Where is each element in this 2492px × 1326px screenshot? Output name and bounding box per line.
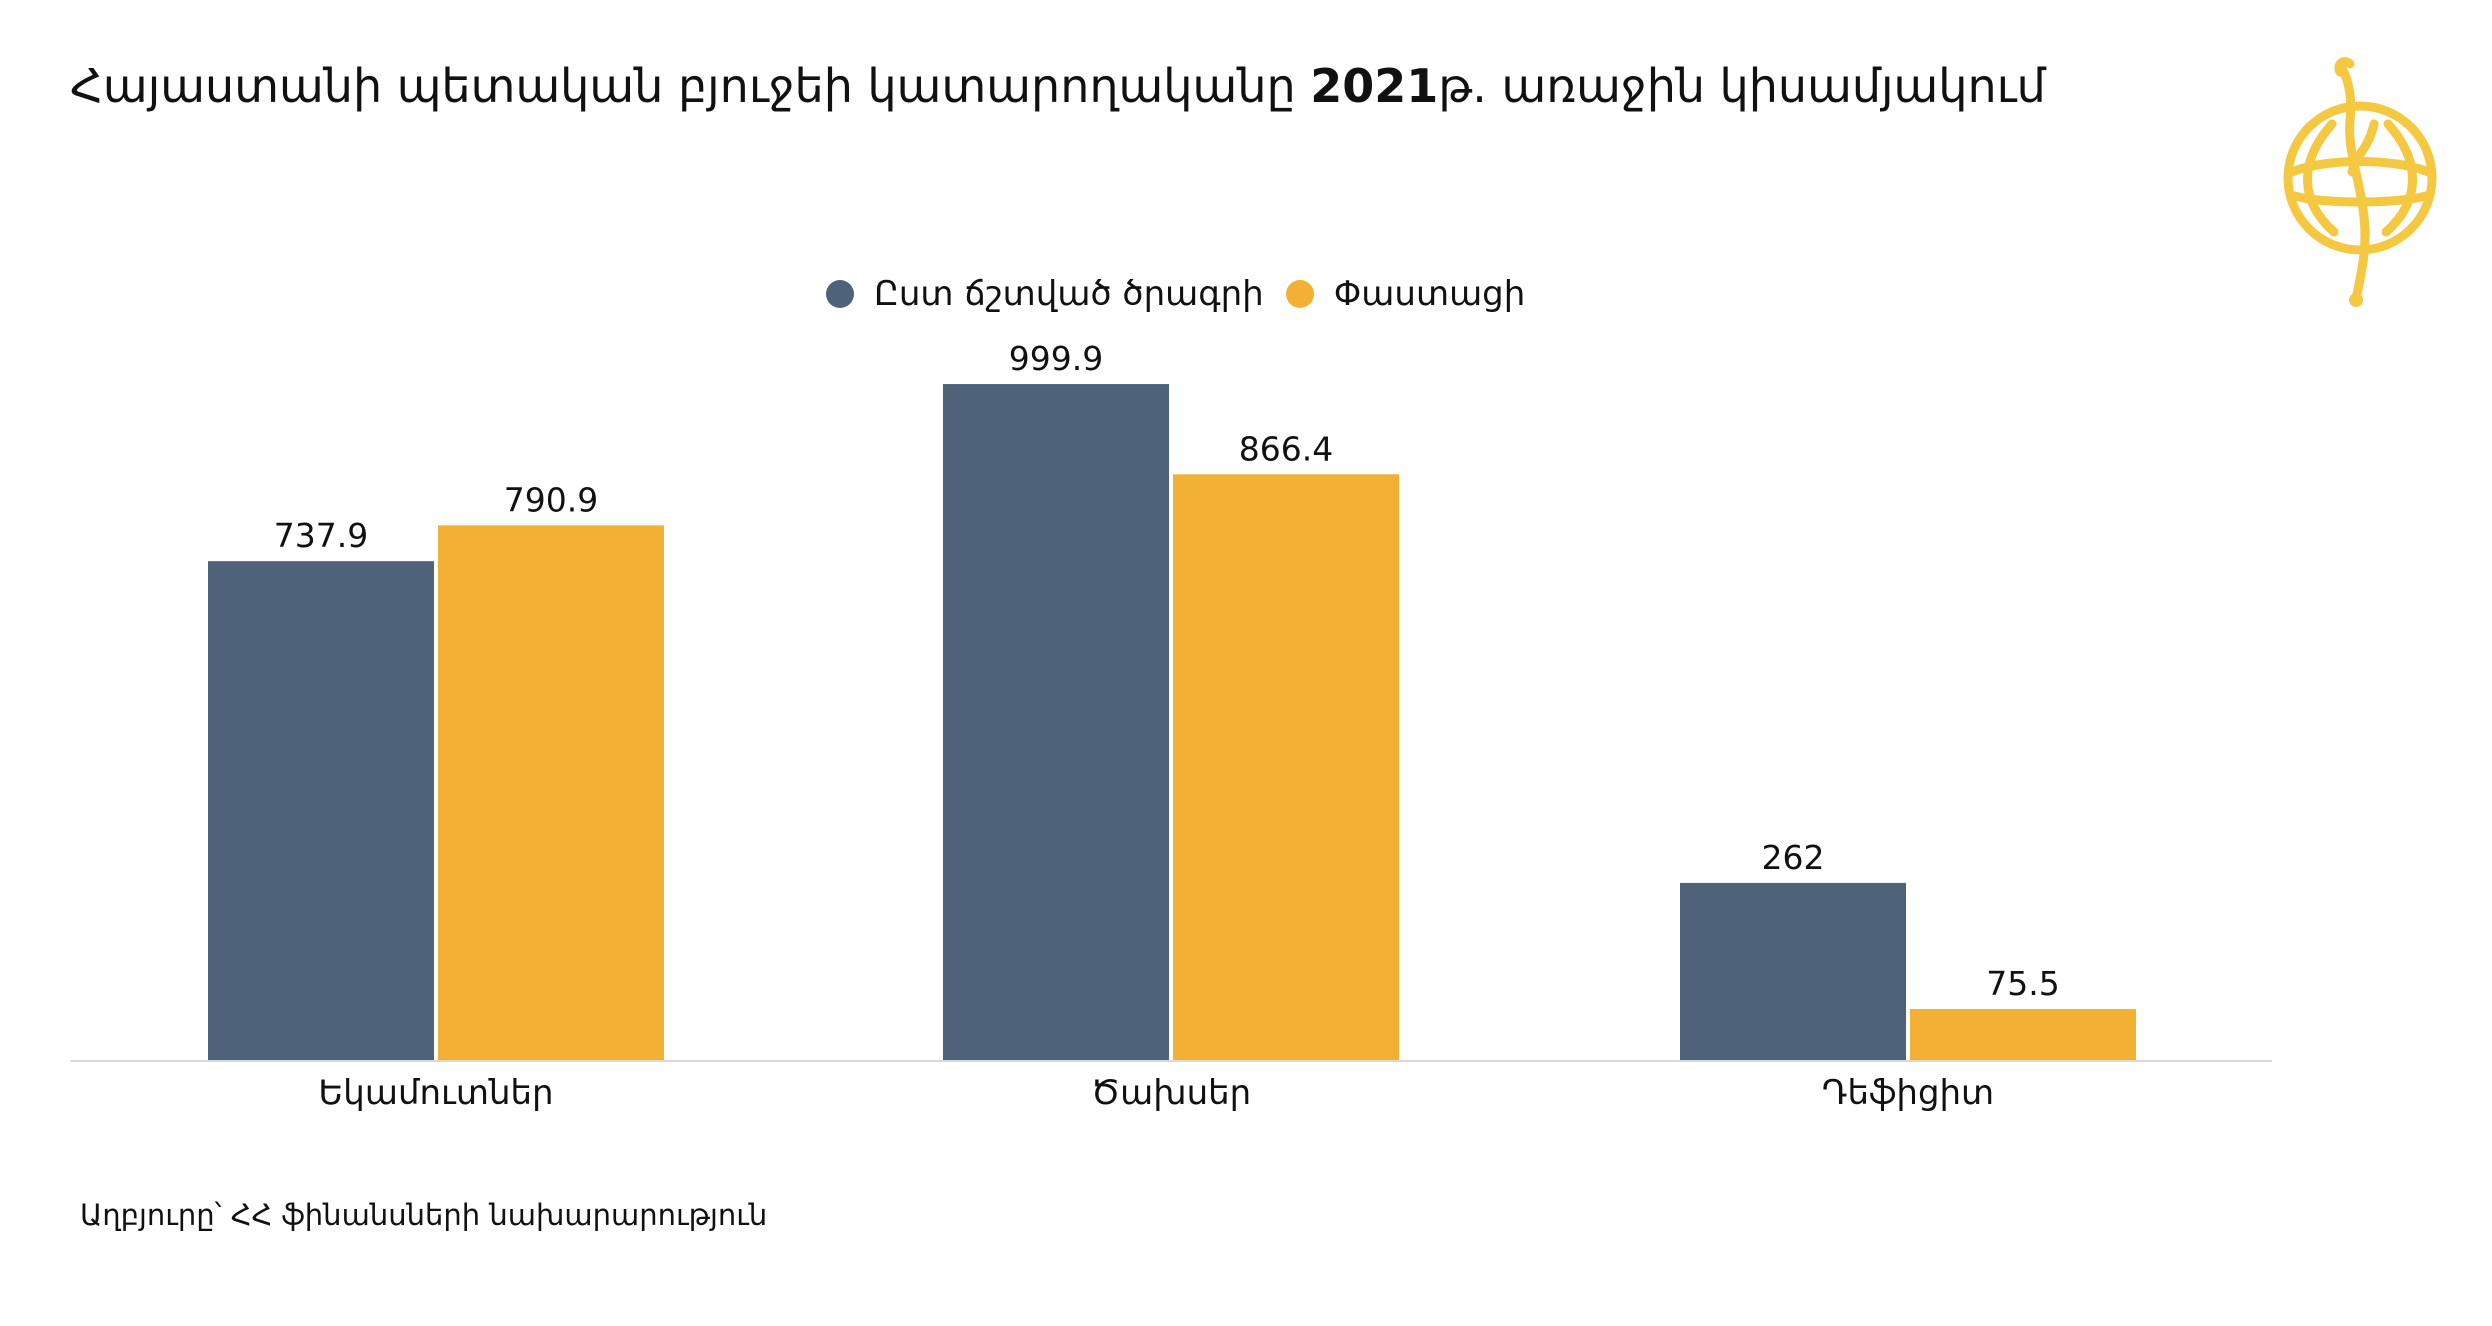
chart-bars bbox=[208, 384, 2136, 1060]
data-label-2-3: 75.5 bbox=[1986, 964, 2059, 1003]
legend-label-series-1: Ըստ ճշտված ծրագրի bbox=[874, 274, 1264, 314]
data-label-2-1: 790.9 bbox=[504, 480, 598, 519]
data-label-1-3: 262 bbox=[1762, 838, 1825, 877]
bar-2-1 bbox=[438, 525, 664, 1060]
chart-title-year: 2021 bbox=[1310, 59, 1439, 113]
legend-swatch-series-2 bbox=[1285, 280, 1314, 308]
chart-value-labels: 737.9 790.9 999.9 866.4 262 75.5 bbox=[274, 339, 2060, 1003]
legend-label-series-2: Փաստացի bbox=[1333, 274, 1526, 314]
x-tick-label-2: Ծախսեր bbox=[1091, 1073, 1251, 1113]
bar-2-3 bbox=[1910, 1008, 2136, 1060]
source-note: Աղբյուրը՝ ՀՀ ֆինանսների նախարարություն bbox=[80, 1198, 768, 1232]
x-tick-label-3: Դեֆիցիտ bbox=[1822, 1073, 1994, 1113]
x-tick-label-1: Եկամուտներ bbox=[318, 1073, 553, 1113]
data-label-1-2: 999.9 bbox=[1009, 339, 1103, 378]
data-label-1-1: 737.9 bbox=[274, 516, 368, 555]
chart-title-suffix: թ. առաջին կիսամյակում bbox=[1438, 59, 2046, 113]
bar-1-3 bbox=[1680, 882, 1906, 1060]
data-label-2-2: 866.4 bbox=[1239, 429, 1333, 468]
chart-title: Հայաստանի պետական բյուջեի կատարողականը 2… bbox=[70, 56, 2046, 116]
bar-1-1 bbox=[208, 561, 434, 1060]
chart-title-text: Հայաստանի պետական բյուջեի կատարողականը bbox=[70, 59, 1311, 113]
globe-logo-icon bbox=[2283, 57, 2437, 307]
chart-legend: Ըստ ճշտված ծրագրի Փաստացի bbox=[826, 272, 1547, 316]
x-axis-tick-labels: Եկամուտներ Ծախսեր Դեֆիցիտ bbox=[318, 1073, 1994, 1113]
bar-2-2 bbox=[1173, 474, 1399, 1060]
legend-item-series-1: Ըստ ճշտված ծրագրի bbox=[826, 274, 1264, 314]
bar-1-2 bbox=[943, 384, 1169, 1060]
legend-item-series-2: Փաստացի bbox=[1285, 274, 1526, 314]
legend-swatch-series-1 bbox=[826, 280, 854, 308]
